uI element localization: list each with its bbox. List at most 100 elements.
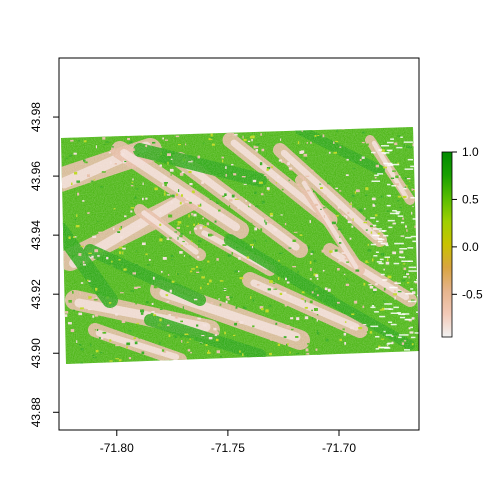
raster-speckle (414, 162, 418, 165)
raster-speckle (148, 128, 152, 130)
raster-speckle (276, 360, 279, 362)
legend-tick-label: 0.0 (462, 240, 479, 254)
raster-artifact (416, 294, 419, 297)
raster-speckle (355, 364, 358, 367)
raster-speckle (354, 366, 356, 368)
raster-speckle (100, 368, 101, 371)
raster-artifact (415, 215, 419, 218)
x-tick-label: -71.75 (211, 441, 245, 455)
raster-speckle (151, 363, 155, 364)
y-axis: 43.88 43.90 43.92 43.94 43.96 43.98 (29, 102, 60, 427)
raster-speckle (405, 356, 407, 359)
raster-speckle (61, 233, 64, 236)
raster-speckle (217, 125, 219, 126)
raster-speckle (61, 247, 64, 250)
raster-speckle (289, 127, 293, 129)
raster-speckle (395, 359, 398, 363)
raster-speckle (337, 354, 340, 356)
raster-speckle (139, 130, 141, 133)
raster-speckle (143, 127, 146, 129)
raster-speckle (210, 367, 214, 370)
raster-speckle (169, 359, 174, 362)
ndvi-raster (61, 125, 421, 372)
raster-speckle (86, 365, 88, 367)
y-tick-label: 43.98 (29, 102, 43, 132)
raster-speckle (195, 361, 197, 364)
raster-speckle (67, 130, 69, 134)
raster-speckle (281, 366, 283, 369)
raster-speckle (311, 359, 315, 363)
raster-speckle (190, 368, 194, 371)
raster-speckle (202, 127, 205, 128)
x-axis: -71.80 -71.75 -71.70 (100, 429, 356, 455)
raster-speckle (204, 128, 207, 132)
raster-speckle (187, 369, 189, 372)
x-tick-label: -71.80 (100, 441, 134, 455)
raster-speckle (100, 129, 104, 131)
raster-speckle (283, 355, 286, 359)
raster-speckle (335, 127, 339, 129)
raster-speckle (198, 129, 202, 132)
raster-speckle (398, 125, 402, 127)
raster-speckle (202, 127, 206, 128)
raster-speckle (316, 355, 318, 358)
raster-speckle (290, 125, 293, 127)
legend-colorbar (441, 151, 453, 338)
raster-speckle (400, 356, 403, 358)
raster-speckle (161, 127, 164, 130)
y-tick-label: 43.90 (29, 338, 43, 368)
raster-speckle (90, 366, 93, 368)
raster-speckle (189, 127, 193, 130)
raster-speckle (92, 363, 95, 364)
raster-speckle (184, 369, 188, 370)
raster-speckle (110, 368, 114, 371)
y-tick-label: 43.94 (29, 220, 43, 250)
raster-speckle (147, 366, 149, 369)
legend-tick-label: 0.5 (462, 192, 479, 206)
raster-speckle (163, 127, 165, 128)
legend-ticks: 1.0 0.5 0.0 -0.5 (452, 145, 483, 301)
raster-speckle (92, 369, 93, 371)
y-tick-label: 43.88 (29, 397, 43, 427)
raster-speckle (274, 359, 278, 363)
raster-speckle (255, 367, 258, 370)
raster-speckle (166, 132, 170, 134)
y-tick-label: 43.96 (29, 161, 43, 191)
raster-speckle (71, 125, 74, 127)
raster-speckle (413, 138, 417, 141)
raster-speckle (61, 249, 63, 251)
raster-speckle (382, 352, 387, 355)
raster-speckle (353, 127, 357, 129)
raster-speckle (61, 355, 63, 358)
raster-speckle (397, 368, 400, 371)
raster-speckle (300, 358, 304, 360)
raster-noise (61, 127, 419, 364)
x-tick-label: -71.70 (322, 441, 356, 455)
raster-artifact (414, 176, 419, 178)
raster-speckle (283, 125, 285, 127)
raster-speckle (384, 356, 386, 359)
raster-speckle (420, 319, 421, 322)
raster-speckle (258, 129, 262, 132)
raster-speckle (72, 127, 74, 129)
raster-speckle (354, 355, 357, 358)
legend-tick-label: -0.5 (462, 287, 483, 301)
raster-speckle (206, 128, 209, 131)
raster-speckle (293, 366, 294, 367)
raster-speckle (367, 362, 372, 364)
raster-speckle (100, 129, 103, 132)
raster-speckle (349, 364, 351, 366)
raster-artifact (415, 169, 419, 172)
legend-tick-label: 1.0 (462, 145, 479, 159)
raster-speckle (347, 368, 348, 370)
raster-artifact (416, 246, 419, 248)
raster-speckle (193, 359, 195, 363)
raster-speckle (387, 355, 391, 357)
raster-speckle (316, 354, 321, 358)
raster-speckle (315, 127, 319, 129)
raster-speckle (83, 127, 87, 128)
raster-speckle (414, 167, 418, 170)
raster-speckle (196, 129, 200, 132)
raster-speckle (108, 125, 111, 126)
